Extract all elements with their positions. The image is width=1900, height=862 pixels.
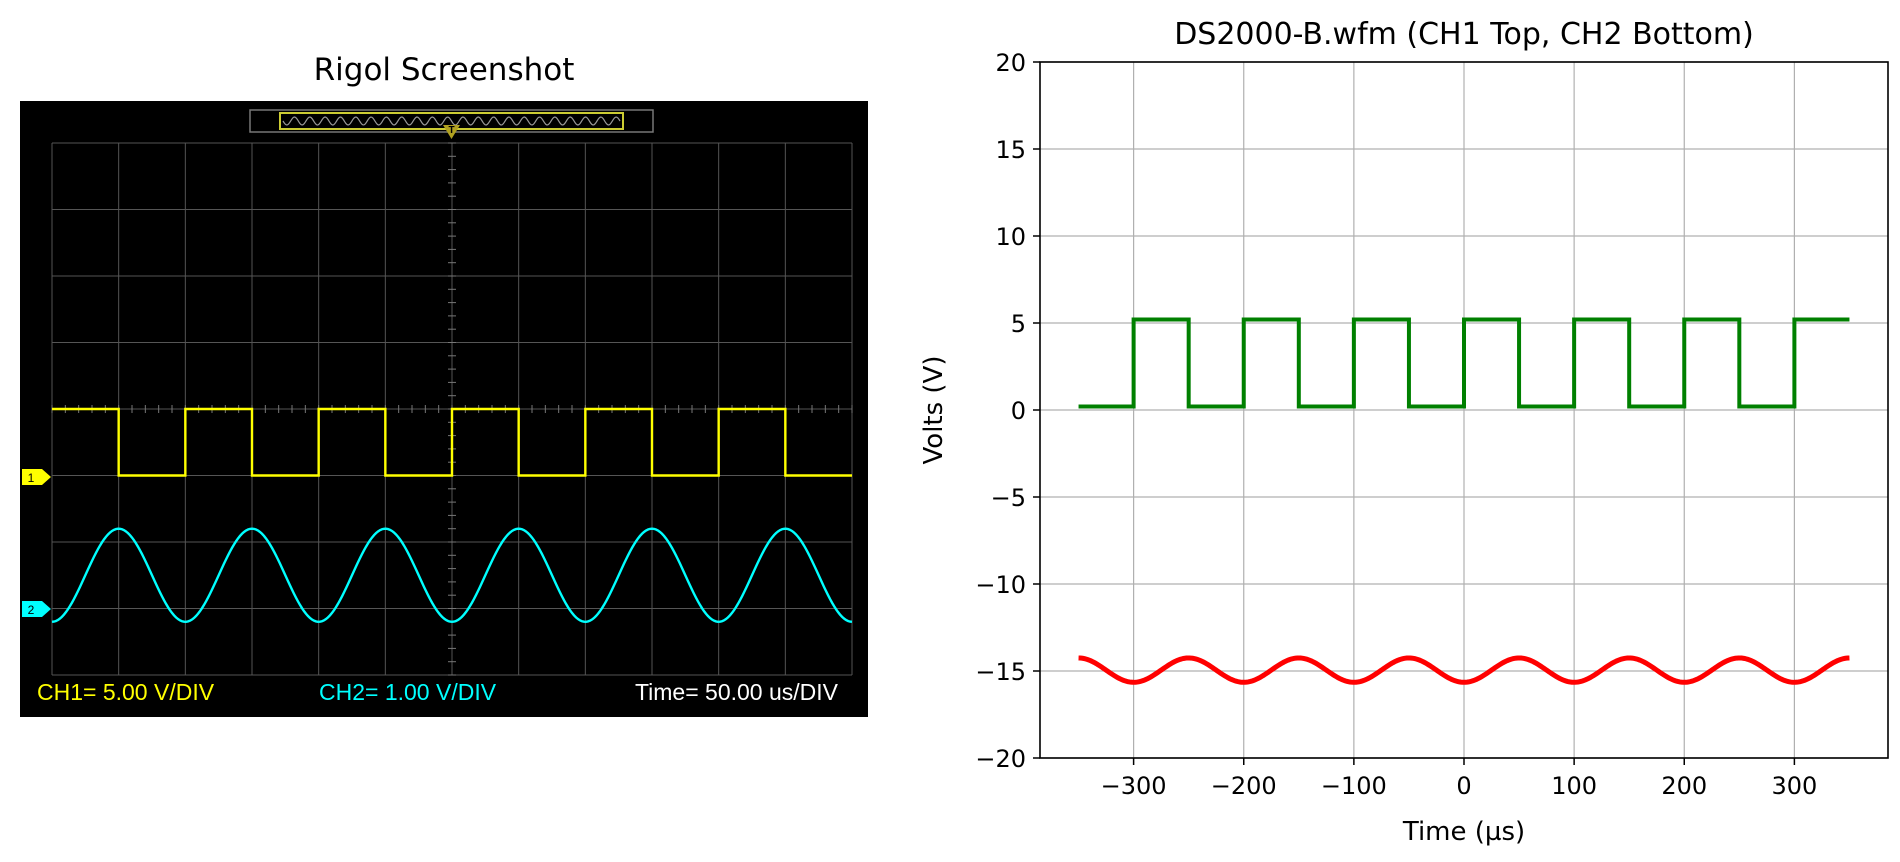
scope-screenshot-panel: Rigol Screenshot T 1 2 CH1= 5.00 V/DIV C… bbox=[20, 52, 868, 717]
y-tick-label: 20 bbox=[995, 49, 1026, 77]
ch1-marker-label: 1 bbox=[28, 471, 35, 485]
x-tick-label: 200 bbox=[1661, 772, 1707, 800]
ch2-marker-arrow-icon bbox=[22, 601, 51, 617]
ch2-marker-label: 2 bbox=[28, 603, 35, 617]
trigger-position-icon bbox=[443, 125, 460, 139]
timebase-label: Time= 50.00 us/DIV bbox=[635, 679, 839, 705]
scope-panel-title: Rigol Screenshot bbox=[314, 52, 575, 88]
x-tick-label: 300 bbox=[1771, 772, 1817, 800]
scope-memory-bar: T bbox=[249, 109, 654, 139]
x-tick-label: −100 bbox=[1321, 772, 1387, 800]
y-tick-label: 5 bbox=[1011, 310, 1026, 338]
plot-title: DS2000-B.wfm (CH1 Top, CH2 Bottom) bbox=[1174, 17, 1754, 52]
ch1-square-trace bbox=[52, 407, 852, 477]
ch2-sine-trace bbox=[51, 527, 853, 624]
plot-frame bbox=[1039, 61, 1889, 759]
ch1-marker-arrow-icon bbox=[22, 469, 51, 485]
ch1-scale-label: CH1= 5.00 V/DIV bbox=[37, 679, 215, 705]
y-tick-label: 15 bbox=[995, 136, 1026, 164]
x-tick-label: −200 bbox=[1211, 772, 1277, 800]
memory-wave-preview bbox=[282, 116, 621, 126]
x-tick-label: 100 bbox=[1551, 772, 1597, 800]
y-tick-label: 10 bbox=[995, 223, 1026, 251]
y-tick-label: −15 bbox=[975, 658, 1026, 686]
x-tick-label: −300 bbox=[1101, 772, 1167, 800]
y-tick-label: −5 bbox=[991, 484, 1026, 512]
x-axis-label: Time (µs) bbox=[1402, 817, 1525, 847]
y-tick-label: −20 bbox=[975, 745, 1026, 773]
y-axis-label: Volts (V) bbox=[919, 356, 949, 465]
ch1-marker: 1 bbox=[22, 469, 51, 485]
y-tick-label: 0 bbox=[1011, 397, 1026, 425]
plot-series bbox=[1078, 317, 1850, 685]
y-tick-label: −10 bbox=[975, 571, 1026, 599]
plot-grid bbox=[1040, 61, 1888, 759]
trigger-position-label: T bbox=[448, 125, 454, 136]
ch2-scale-label: CH2= 1.00 V/DIV bbox=[319, 679, 497, 705]
ch1-series-line bbox=[1078, 317, 1850, 409]
ch2-marker: 2 bbox=[22, 601, 51, 617]
ch2-series-line bbox=[1078, 655, 1850, 685]
x-tick-label: 0 bbox=[1456, 772, 1471, 800]
plot-ticks: −300 −200 −100 0 100 200 300 −20 −15 −10 −5 0 5 10 15 2… bbox=[975, 49, 1817, 800]
waveform-plot-panel: DS2000-B.wfm (CH1 Top, CH2 Bottom) −300−… bbox=[919, 17, 1889, 847]
